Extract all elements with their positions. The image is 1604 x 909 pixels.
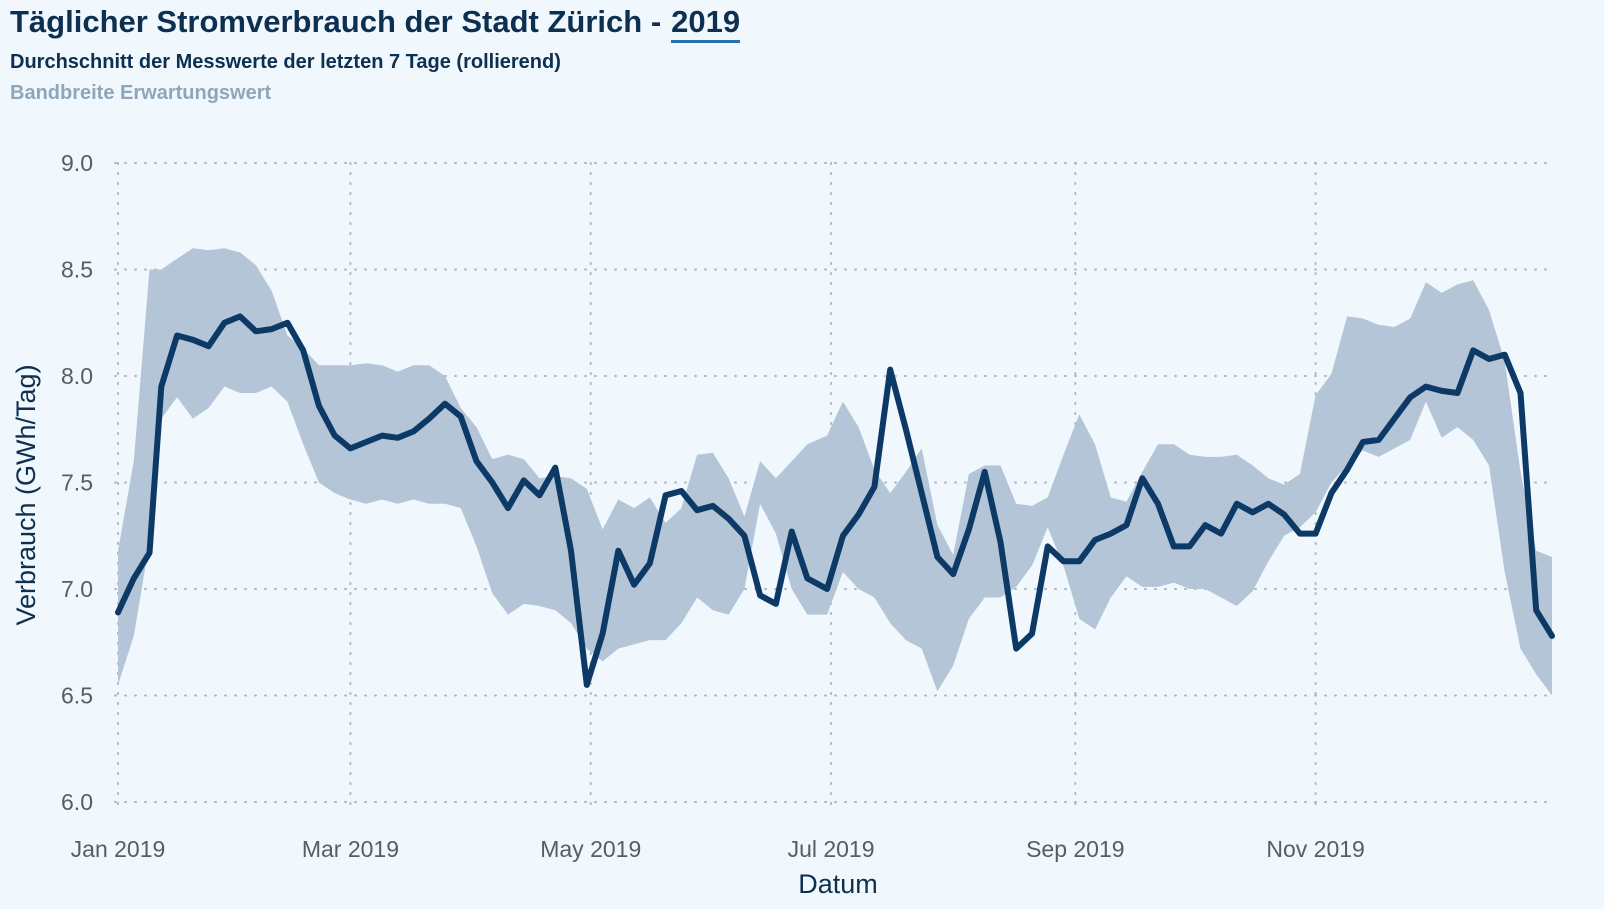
y-tick-label: 9.0 — [61, 150, 93, 176]
x-tick-label: Jan 2019 — [71, 836, 166, 862]
y-tick-label: 8.5 — [61, 257, 93, 283]
x-tick-label: Sep 2019 — [1026, 836, 1124, 862]
y-tick-label: 7.0 — [61, 576, 93, 602]
band-legend-label: Bandbreite Erwartungswert — [10, 81, 272, 104]
chart-header: Täglicher Stromverbrauch der Stadt Züric… — [10, 4, 741, 105]
line-layer — [115, 313, 1555, 688]
chart-title: Täglicher Stromverbrauch der Stadt Züric… — [10, 4, 662, 39]
expectation-band — [118, 248, 1552, 696]
x-tick-labels: Jan 2019 Mar 2019 May 2019 Jul 2019 Sep 2019… — [71, 836, 1365, 862]
chart-subtitle: Durchschnitt der Messwerte der letzten 7… — [10, 50, 561, 73]
x-tick-label: Nov 2019 — [1266, 836, 1364, 862]
x-tick-label: May 2019 — [540, 836, 641, 862]
y-tick-label: 6.0 — [61, 789, 93, 815]
title-row: Täglicher Stromverbrauch der Stadt Züric… — [10, 4, 741, 43]
year-selector[interactable]: 2019 — [671, 4, 741, 43]
y-tick-label: 8.0 — [61, 363, 93, 389]
y-tick-label: 7.5 — [61, 470, 93, 496]
y-tick-label: 6.5 — [61, 683, 93, 709]
x-axis-title: Datum — [798, 869, 878, 899]
y-tick-labels: 6.0 6.5 7.0 7.5 8.0 8.5 9.0 — [61, 150, 93, 815]
y-axis-title: Verbrauch (GWh/Tag) — [11, 364, 41, 625]
consumption-line — [115, 313, 1555, 688]
x-tick-label: Jul 2019 — [788, 836, 875, 862]
x-tick-label: Mar 2019 — [302, 836, 399, 862]
band-layer — [118, 248, 1552, 696]
